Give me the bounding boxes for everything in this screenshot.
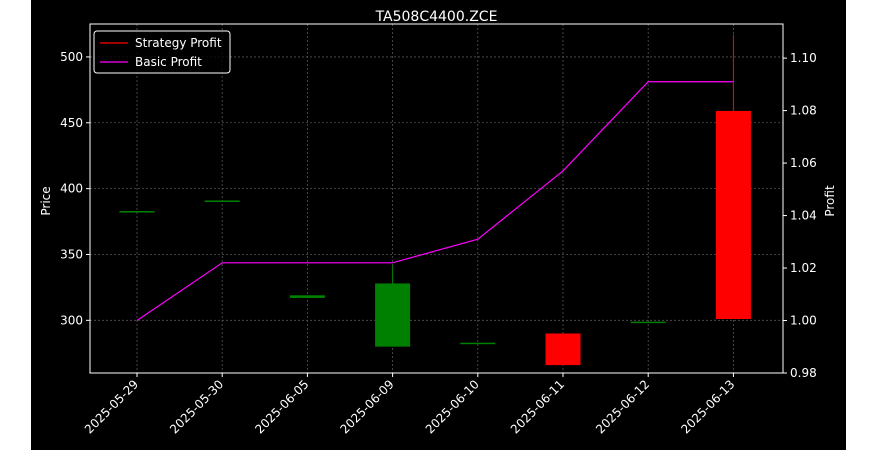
- candle-body: [375, 283, 411, 347]
- profit-line: [136, 81, 734, 322]
- profit-lines-layer: [136, 81, 734, 322]
- candle-body: [630, 321, 666, 324]
- date-tick-label: 2025-06-11: [508, 377, 567, 436]
- date-axis: 2025-05-29 2025-05-30 2025-06-05 2025-06-09…: [82, 373, 738, 436]
- candle-body: [715, 110, 751, 320]
- legend-label: Basic Profit: [135, 55, 202, 69]
- candle-body: [119, 211, 155, 213]
- candle-body: [545, 333, 581, 366]
- date-tick-label: 2025-06-12: [593, 377, 652, 436]
- price-axis-label: Price: [39, 186, 53, 215]
- price-tick-label: 500: [60, 50, 83, 64]
- profit-tick-label: 0.98: [790, 366, 817, 380]
- profit-tick-label: 1.06: [790, 156, 817, 170]
- candles-layer: [119, 34, 751, 366]
- legend-label: Strategy Profit: [135, 36, 222, 50]
- candle-body: [204, 200, 240, 202]
- profit-tick-label: 1.04: [790, 209, 817, 223]
- price-tick-label: 300: [60, 313, 83, 327]
- date-tick-label: 2025-05-30: [167, 377, 226, 436]
- candle-body: [289, 295, 325, 298]
- price-tick-label: 400: [60, 182, 83, 196]
- price-tick-label: 350: [60, 247, 83, 261]
- profit-tick-label: 1.02: [790, 261, 817, 275]
- candle-body: [460, 342, 496, 345]
- profit-axis-label: Profit: [823, 185, 837, 217]
- candlestick-chart: TA508C4400.ZCE 300 350 400 450 500 0.98 1.00 1…: [39, 9, 837, 436]
- plot-frame: [89, 23, 784, 374]
- price-tick-label: 450: [60, 116, 83, 130]
- grid-lines: [90, 24, 783, 373]
- profit-axis: 0.98 1.00 1.02 1.04 1.06 1.08 1.10: [783, 51, 817, 380]
- date-tick-label: 2025-06-13: [678, 377, 737, 436]
- date-tick-label: 2025-06-09: [338, 377, 397, 436]
- chart-title: TA508C4400.ZCE: [375, 9, 498, 25]
- chart-figure: TA508C4400.ZCE 300 350 400 450 500 0.98 1.00 1…: [31, 0, 846, 450]
- profit-tick-label: 1.00: [790, 314, 817, 328]
- date-tick-label: 2025-05-29: [82, 377, 141, 436]
- date-tick-label: 2025-06-10: [423, 377, 482, 436]
- profit-tick-label: 1.10: [790, 51, 817, 65]
- profit-tick-label: 1.08: [790, 104, 817, 118]
- price-axis: 300 350 400 450 500: [60, 50, 90, 327]
- date-tick-label: 2025-06-05: [252, 377, 311, 436]
- chart-legend: Strategy Profit Basic Profit: [93, 30, 231, 74]
